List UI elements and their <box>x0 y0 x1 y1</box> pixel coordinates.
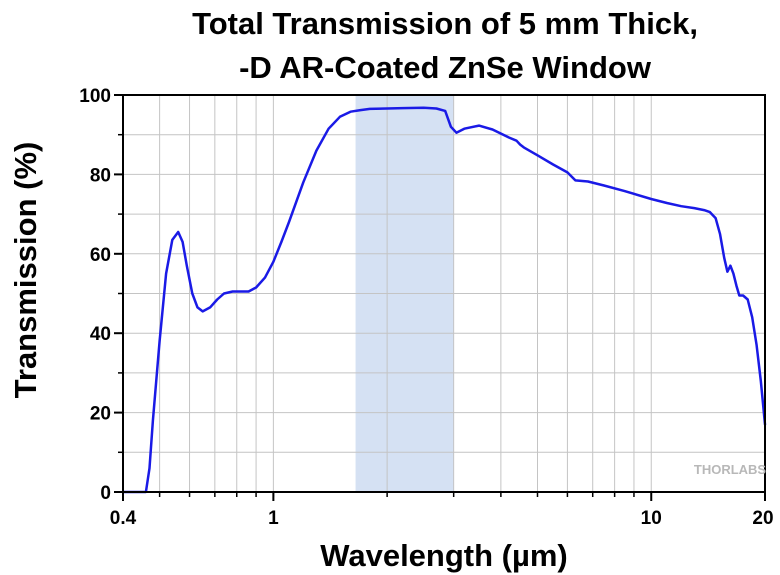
chart-title-line-1: Total Transmission of 5 mm Thick, <box>192 6 698 41</box>
y-tick-label: 40 <box>90 324 111 345</box>
y-axis-label: Transmission (%) <box>8 142 43 399</box>
x-axis-label: Wavelength (µm) <box>320 538 568 573</box>
thorlabs-watermark: THORLABS <box>694 462 767 477</box>
x-tick-label: 10 <box>641 508 662 529</box>
series-layer <box>121 106 767 494</box>
y-tick-label: 20 <box>90 404 111 425</box>
y-tick-label: 100 <box>79 86 111 107</box>
y-tick-label: 0 <box>100 483 111 504</box>
y-tick-label: 80 <box>90 165 111 186</box>
x-tick-label: 0.4 <box>110 508 137 529</box>
x-tick-label: 20 <box>752 508 773 529</box>
grid-layer <box>123 95 765 492</box>
y-tick-label: 60 <box>90 245 111 266</box>
tick-layer: 0 20 40 60 80 100 0.4 1 10 20 <box>79 86 773 529</box>
transmission-curve <box>121 106 767 494</box>
x-tick-label: 1 <box>268 508 279 529</box>
chart-title-line-2: -D AR-Coated ZnSe Window <box>239 50 652 85</box>
